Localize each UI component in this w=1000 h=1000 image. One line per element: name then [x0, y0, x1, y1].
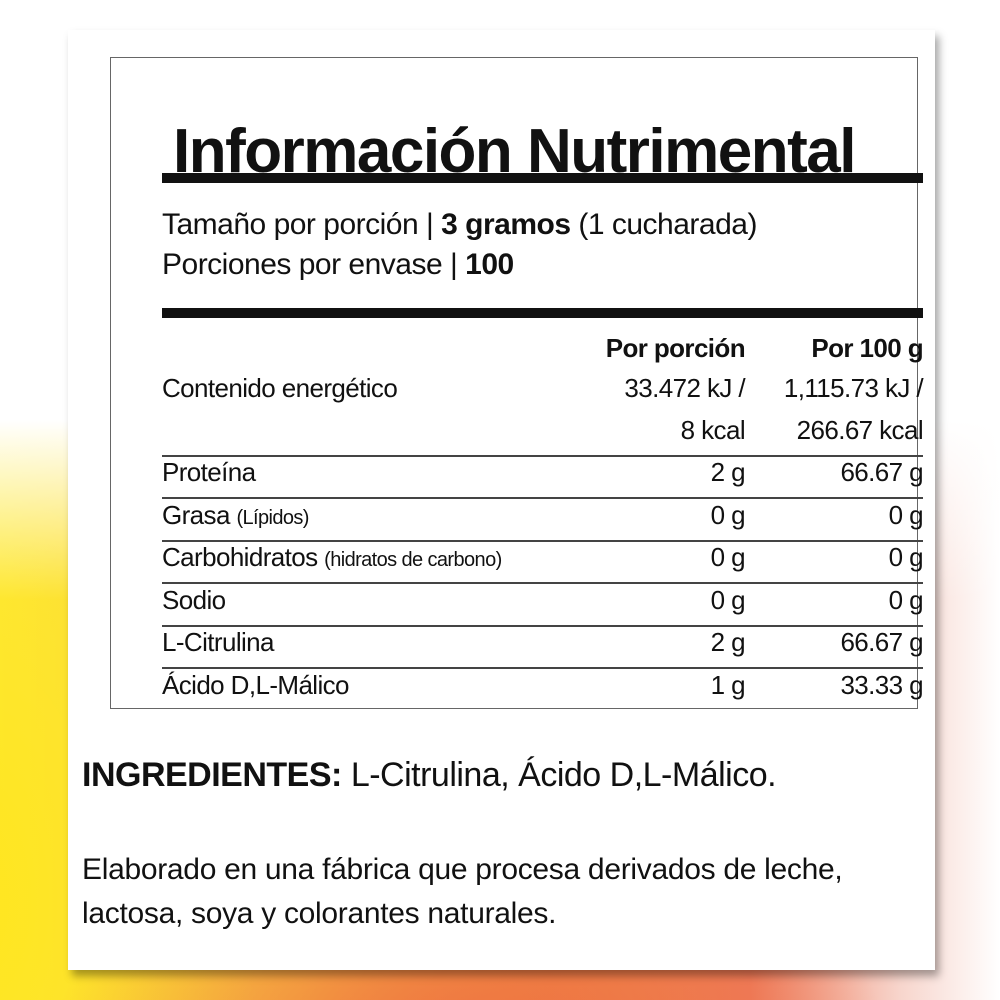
per-100g-value: 0 g [888, 584, 924, 615]
divider-thick [162, 173, 923, 183]
energy-per-serving-kj: 33.472 kJ / [624, 373, 745, 403]
row-label: L-Citrulina [162, 627, 274, 658]
ingredients: INGREDIENTES: L-Citrulina, Ácido D,L-Mál… [82, 756, 777, 795]
nutrition-table-box: Información Nutrimental Tamaño por porci… [110, 57, 924, 709]
per-serving-value: 0 g [710, 499, 746, 530]
row-label: Carbohidratos (hidratos de carbono) [162, 542, 502, 573]
per-serving-value: 1 g [710, 669, 746, 700]
nutrient-note: (hidratos de carbono) [324, 549, 502, 571]
header-per-100g: Por 100 g [811, 333, 923, 363]
table-row-energy: Contenido energético 33.472 kJ / 1,115.73 … [162, 373, 924, 413]
header-per-serving: Por porción [605, 333, 746, 363]
nutrient-name: Proteína [162, 457, 256, 487]
energy-per-100-kcal: 266.67 kcal [796, 415, 924, 445]
table-row: Sodio 0 g 0 g [162, 584, 924, 627]
per-100g-value: 66.67 g [840, 627, 923, 657]
table-row-energy-kcal: 8 kcal 266.67 kcal [162, 415, 924, 457]
nutrient-name: Sodio [162, 584, 226, 615]
per-100g-value: 0 g [888, 542, 924, 572]
nutrient-name: L-Citrulina [162, 627, 274, 657]
per-100g-value: 33.33 g [840, 669, 923, 700]
row-label: Grasa (Lípidos) [162, 500, 309, 531]
row-label: Sodio [162, 585, 226, 616]
table-row: Grasa (Lípidos) 0 g 0 g [162, 499, 924, 542]
nutrient-note: (Lípidos) [236, 506, 309, 529]
nutrient-name: Ácido D,L-Málico [162, 669, 350, 700]
per-serving-value: 2 g [710, 627, 746, 657]
serving-size-note: (1 cucharada) [578, 208, 757, 241]
row-label: Ácido D,L-Málico [162, 669, 350, 701]
table-row: Proteína 2 g 66.67 g [162, 457, 924, 499]
serving-size: Tamaño por porción | 3 gramos (1 cuchara… [162, 208, 757, 242]
ingredients-label: INGREDIENTES: [82, 756, 342, 794]
energy-per-serving-kcal: 8 kcal [680, 415, 746, 445]
nutrient-name: Grasa [162, 499, 230, 530]
servings-value: 100 [465, 248, 514, 281]
row-label: Proteína [162, 457, 256, 488]
per-serving-value: 0 g [710, 584, 746, 615]
table-row: Ácido D,L-Málico 1 g 33.33 g [162, 669, 924, 710]
divider-thick [162, 308, 923, 318]
servings-per-container: Porciones por envase | 100 [162, 248, 514, 282]
nutrient-name: Carbohidratos [162, 542, 318, 572]
nutrition-label-card: Información Nutrimental Tamaño por porci… [68, 30, 935, 970]
per-100g-value: 66.67 g [840, 457, 923, 487]
energy-per-100-kj: 1,115.73 kJ / [783, 373, 924, 403]
servings-label: Porciones por envase | [162, 248, 458, 281]
table-row: L-Citrulina 2 g 66.67 g [162, 627, 924, 669]
row-label: Contenido energético [162, 373, 398, 403]
per-serving-value: 0 g [710, 542, 746, 572]
serving-size-label: Tamaño por porción | [162, 208, 434, 241]
per-100g-value: 0 g [888, 499, 924, 530]
per-serving-value: 2 g [710, 457, 746, 487]
allergen-note: Elaborado en una fábrica que procesa der… [82, 853, 843, 930]
table-header: Por porción Por 100 g [162, 333, 924, 373]
table-row: Carbohidratos (hidratos de carbono) 0 g 0 … [162, 542, 924, 584]
serving-size-value: 3 gramos [441, 208, 571, 241]
ingredients-text: L-Citrulina, Ácido D,L-Málico. [350, 756, 777, 794]
